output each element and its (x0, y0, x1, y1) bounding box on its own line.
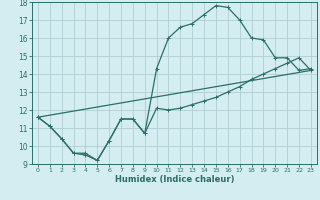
X-axis label: Humidex (Indice chaleur): Humidex (Indice chaleur) (115, 175, 234, 184)
